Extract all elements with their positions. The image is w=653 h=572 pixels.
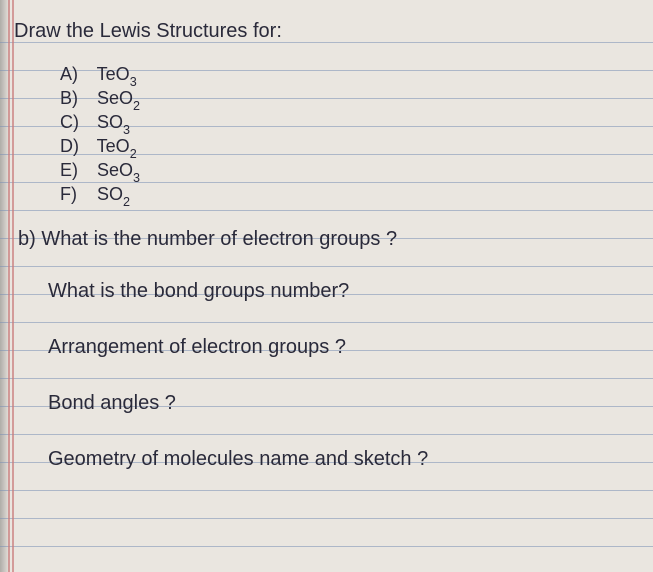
question-line: Geometry of molecules name and sketch ? — [48, 448, 428, 471]
rule-line — [0, 546, 653, 547]
formula-base: TeO — [92, 64, 130, 84]
formula-label: F) — [60, 184, 92, 205]
rule-line — [0, 378, 653, 379]
formula-label: A) — [60, 64, 92, 85]
formula-label: D) — [60, 136, 92, 157]
formula-row: A) TeO3 — [60, 64, 137, 88]
notebook-paper: Draw the Lewis Structures for: A) TeO3B)… — [0, 0, 653, 572]
question-line: b) What is the number of electron groups… — [18, 228, 397, 251]
rule-line — [0, 266, 653, 267]
rule-line — [0, 210, 653, 211]
question-line: Arrangement of electron groups ? — [48, 336, 346, 359]
rule-line — [0, 490, 653, 491]
margin-line-2 — [12, 0, 14, 572]
formula-label: E) — [60, 160, 92, 181]
rule-line — [0, 434, 653, 435]
formula-subscript: 2 — [133, 99, 140, 113]
formula-label: C) — [60, 112, 92, 133]
formula-label: B) — [60, 88, 92, 109]
formula-row: F) SO2 — [60, 184, 130, 208]
formula-base: SeO — [92, 160, 133, 180]
question-line: What is the bond groups number? — [48, 280, 349, 303]
formula-row: E) SeO3 — [60, 160, 140, 184]
heading: Draw the Lewis Structures for: — [14, 20, 282, 43]
formula-base: SeO — [92, 88, 133, 108]
formula-base: SO — [92, 184, 123, 204]
formula-subscript: 3 — [133, 171, 140, 185]
margin-line-1 — [8, 0, 10, 572]
formula-subscript: 2 — [123, 195, 130, 209]
formula-row: B) SeO2 — [60, 88, 140, 112]
formula-base: TeO — [92, 136, 130, 156]
question-line: Bond angles ? — [48, 392, 176, 415]
rule-line — [0, 322, 653, 323]
formula-row: D) TeO2 — [60, 136, 137, 160]
formula-row: C) SO3 — [60, 112, 130, 136]
rule-line — [0, 518, 653, 519]
formula-base: SO — [92, 112, 123, 132]
